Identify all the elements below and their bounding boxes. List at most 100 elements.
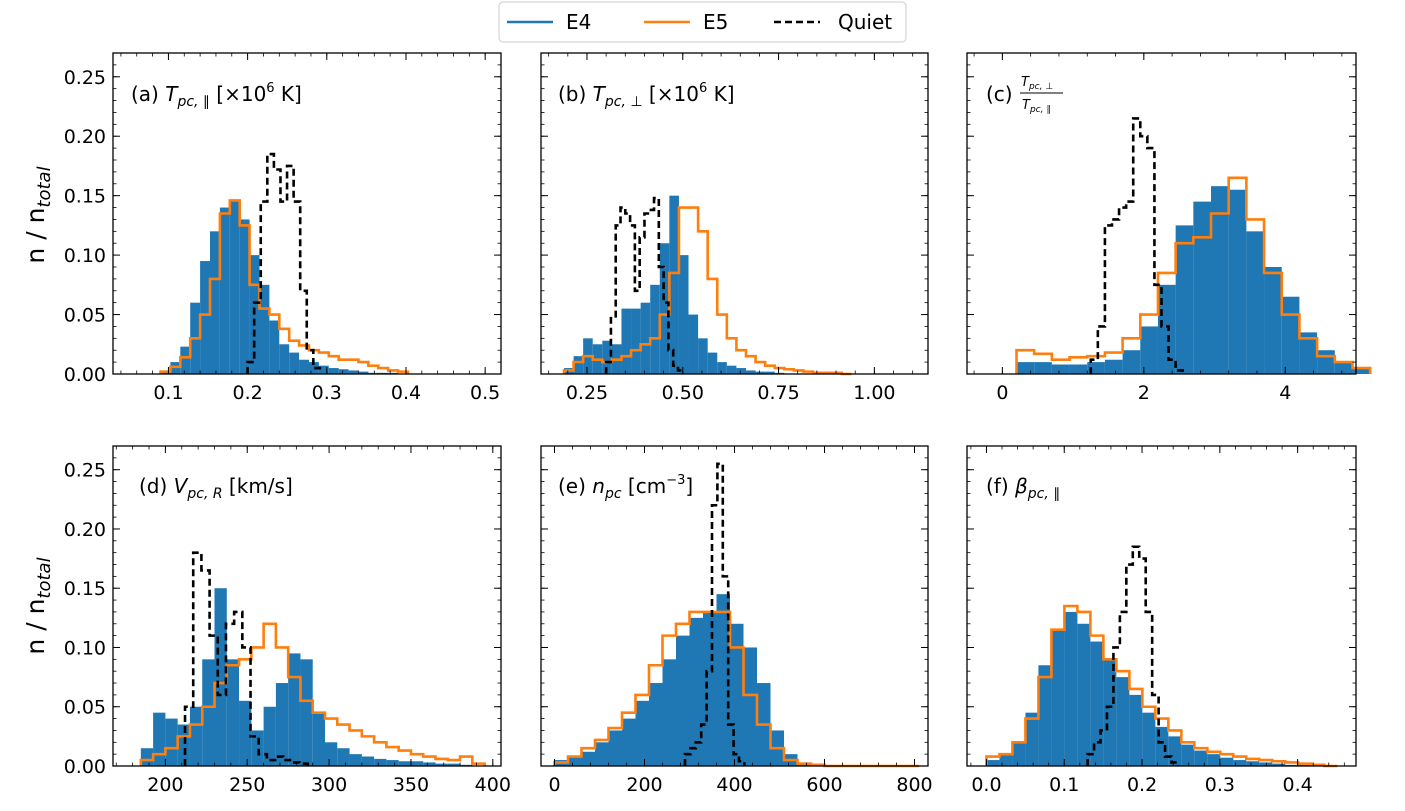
panel-d-e4-bar bbox=[447, 763, 461, 766]
panel-c-axes-frame bbox=[966, 52, 1357, 375]
panel-c-e4-bar bbox=[1246, 231, 1265, 374]
panel-f-e4-bar bbox=[1246, 761, 1260, 766]
panel-b-e4-bar bbox=[765, 371, 775, 374]
panel-f-e4-bar bbox=[1259, 762, 1273, 766]
panel-c-e4-bar bbox=[1016, 362, 1035, 374]
panel-a-xtick-label: 0.3 bbox=[312, 382, 342, 404]
panel-a: 0.1 0.2 0.3 0.4 0.5 0.00 0.05 0.10 0.15 0.20 0.25 bbox=[64, 52, 502, 404]
panel-b-e4-bar bbox=[707, 352, 718, 374]
panel-c-e4-bar bbox=[1140, 326, 1158, 374]
panel-f-e5-step-line bbox=[985, 604, 1338, 768]
panel-f-xtick-label: 0.1 bbox=[1049, 774, 1079, 796]
panel-f-e4-bar bbox=[1090, 641, 1104, 766]
panel-a-e4-bar bbox=[328, 368, 339, 374]
panel-a-e4-bar bbox=[308, 362, 319, 374]
panel-d-title: (d) Vpc, R [km/s] bbox=[139, 474, 293, 502]
legend: E4 E5 Quiet bbox=[498, 1, 907, 43]
panel-f-axes-frame bbox=[966, 445, 1357, 767]
panel-b-quiet-step-line bbox=[604, 196, 685, 374]
panel-f-e4-bar bbox=[1272, 763, 1286, 766]
panel-b-xtick-label: 0.25 bbox=[566, 382, 608, 404]
panel-d-e4-bar bbox=[226, 659, 240, 766]
legend-quiet-label: Quiet bbox=[838, 10, 892, 34]
panel-f-e4-bar bbox=[1168, 736, 1182, 766]
panel-f-e4-bar bbox=[1181, 744, 1195, 766]
panel-a-e4-bar bbox=[289, 352, 300, 374]
panel-b-e4-bar bbox=[650, 284, 660, 374]
panel-c-e4-bar bbox=[1334, 362, 1353, 374]
panel-a-e4-bar bbox=[348, 370, 359, 374]
panel-b-e4-bar bbox=[659, 243, 670, 374]
panel-e-e4-bar bbox=[662, 659, 676, 766]
panel-e-e4-bar bbox=[676, 635, 690, 766]
panel-d-e4-bar bbox=[312, 712, 326, 766]
panel-a-e4-bar bbox=[279, 344, 290, 374]
panel-c-e4-bar bbox=[1087, 362, 1105, 374]
panel-b-xtick-label: 0.50 bbox=[662, 382, 704, 404]
panel-d-e4-bar bbox=[361, 756, 375, 766]
panel-f-e4-bar bbox=[1129, 694, 1143, 766]
panel-e-xtick-label: 400 bbox=[716, 774, 752, 796]
panel-c-e4-bar bbox=[1193, 201, 1212, 374]
panel-b-e4-bar bbox=[631, 308, 641, 374]
panel-d-ytick-label: 0.10 bbox=[64, 637, 106, 659]
panel-a-e4-bar bbox=[229, 200, 240, 374]
panel-d: 200 250 300 350 400 0.00 0.05 0.10 0.15 0.20 0.25 bbox=[64, 445, 511, 796]
panel-d-e4-bar bbox=[423, 762, 436, 766]
panel-f-xtick-label: 0.2 bbox=[1127, 774, 1157, 796]
panel-e-e4-bar bbox=[581, 751, 595, 766]
panel-d-e5-step-line bbox=[139, 622, 486, 766]
panel-c-title: (c) Tpc, ⊥ Tpc, ∥ bbox=[986, 75, 1063, 115]
y-axis-label-bottom: n / ntotal bbox=[21, 557, 55, 654]
panel-d-e4-bar bbox=[325, 742, 338, 766]
panel-e-e4-bar bbox=[649, 683, 663, 766]
panel-b-title: (b) Tpc, ⊥ [×106 K] bbox=[558, 81, 735, 110]
panel-d-e4-bar bbox=[177, 724, 190, 766]
panel-a-ytick-label: 0.10 bbox=[64, 245, 106, 267]
panel-f-e4-bar bbox=[1155, 726, 1169, 766]
panel-f-title: (f) βpc, ∥ bbox=[986, 474, 1060, 502]
panel-d-e4-bar bbox=[189, 706, 203, 766]
panel-c-e4-bar bbox=[1317, 350, 1335, 374]
panel-b-e4-bar bbox=[726, 365, 737, 374]
panel-c-title-prefix: (c) bbox=[986, 82, 1013, 106]
panel-d-xtick-label: 200 bbox=[147, 774, 183, 796]
panel-c-title-denominator: Tpc, ∥ bbox=[1022, 98, 1051, 115]
panel-b-e4-bar bbox=[688, 314, 699, 374]
panel-d-e4-bar bbox=[251, 730, 264, 766]
legend-e4-label: E4 bbox=[566, 10, 591, 34]
panel-b-e4-bar bbox=[755, 371, 766, 374]
panel-e-xtick-label: 800 bbox=[896, 774, 932, 796]
panel-d-e4-bar bbox=[435, 763, 448, 766]
panel-a-e4-bar bbox=[318, 365, 329, 374]
panel-a-ytick-label: 0.05 bbox=[64, 305, 106, 327]
panel-d-e4-bar bbox=[374, 758, 387, 766]
panel-e-e4-bar bbox=[743, 647, 757, 766]
panel-d-e4-bar bbox=[165, 718, 178, 766]
panel-c-e4-bar bbox=[1264, 267, 1282, 374]
panel-f-e4-bar bbox=[1142, 712, 1156, 766]
panel-b-e4-bar bbox=[669, 195, 679, 374]
panel-b-e4-bar bbox=[736, 368, 746, 374]
panel-d-e4-bar bbox=[140, 748, 154, 766]
legend-e5-label: E5 bbox=[703, 10, 728, 34]
panel-f-e4-bar bbox=[1116, 677, 1130, 766]
panel-d-xtick-label: 400 bbox=[475, 774, 511, 796]
panel-f-e4-bar bbox=[1207, 754, 1221, 766]
panel-e: 0 200 400 600 800 bbox=[540, 445, 933, 796]
panel-d-e4-bar bbox=[275, 683, 289, 766]
panel-f-e4-bar bbox=[1025, 712, 1039, 766]
panel-c-quiet-step-line bbox=[1089, 117, 1185, 374]
panel-f-xtick-label: 0.4 bbox=[1283, 774, 1313, 796]
panel-c-e4-bar bbox=[1122, 350, 1141, 374]
y-axis-label-top: n / ntotal bbox=[21, 166, 55, 263]
panel-d-e4-bar bbox=[337, 748, 350, 766]
panel-b-xtick-label: 1.00 bbox=[853, 382, 895, 404]
panel-a-e5-step-line bbox=[159, 199, 410, 374]
panel-e-xtick-label: 600 bbox=[806, 774, 842, 796]
panel-d-e4-bar bbox=[263, 706, 276, 766]
panel-d-e4-bar bbox=[300, 659, 313, 766]
panel-a-xtick-label: 0.2 bbox=[233, 382, 263, 404]
panel-a-axes-frame bbox=[112, 52, 502, 375]
